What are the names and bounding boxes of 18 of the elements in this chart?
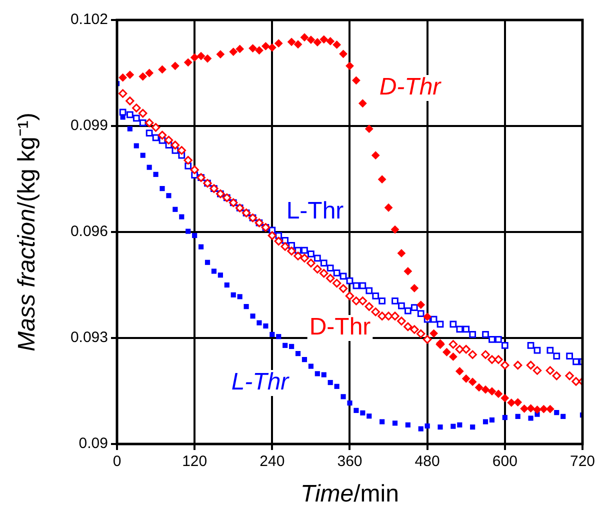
y-axis-title: Mass fraction/(kg kg⁻¹) [14,112,41,352]
x-tick-label: 600 [492,453,518,470]
series-label: L-Thr [286,198,344,225]
x-tick-label: 0 [112,453,122,470]
series-label: D-Thr [379,74,442,101]
series-label: L-Thr [231,368,290,396]
y-tick-label: 0.102 [70,11,108,28]
x-axis-title: Time/min [300,480,399,508]
x-tick-label: 240 [260,453,285,470]
x-tick-label: 120 [182,453,208,470]
y-tick-label: 0.099 [70,117,108,134]
y-tick-label: 0.096 [70,223,108,240]
x-tick-label: 480 [414,453,440,470]
y-tick-label: 0.09 [78,435,108,452]
x-tick-label: 360 [337,453,362,470]
series-label: D-Thr [309,314,371,341]
y-tick-label: 0.093 [70,329,108,346]
x-tick-label: 720 [570,453,595,470]
